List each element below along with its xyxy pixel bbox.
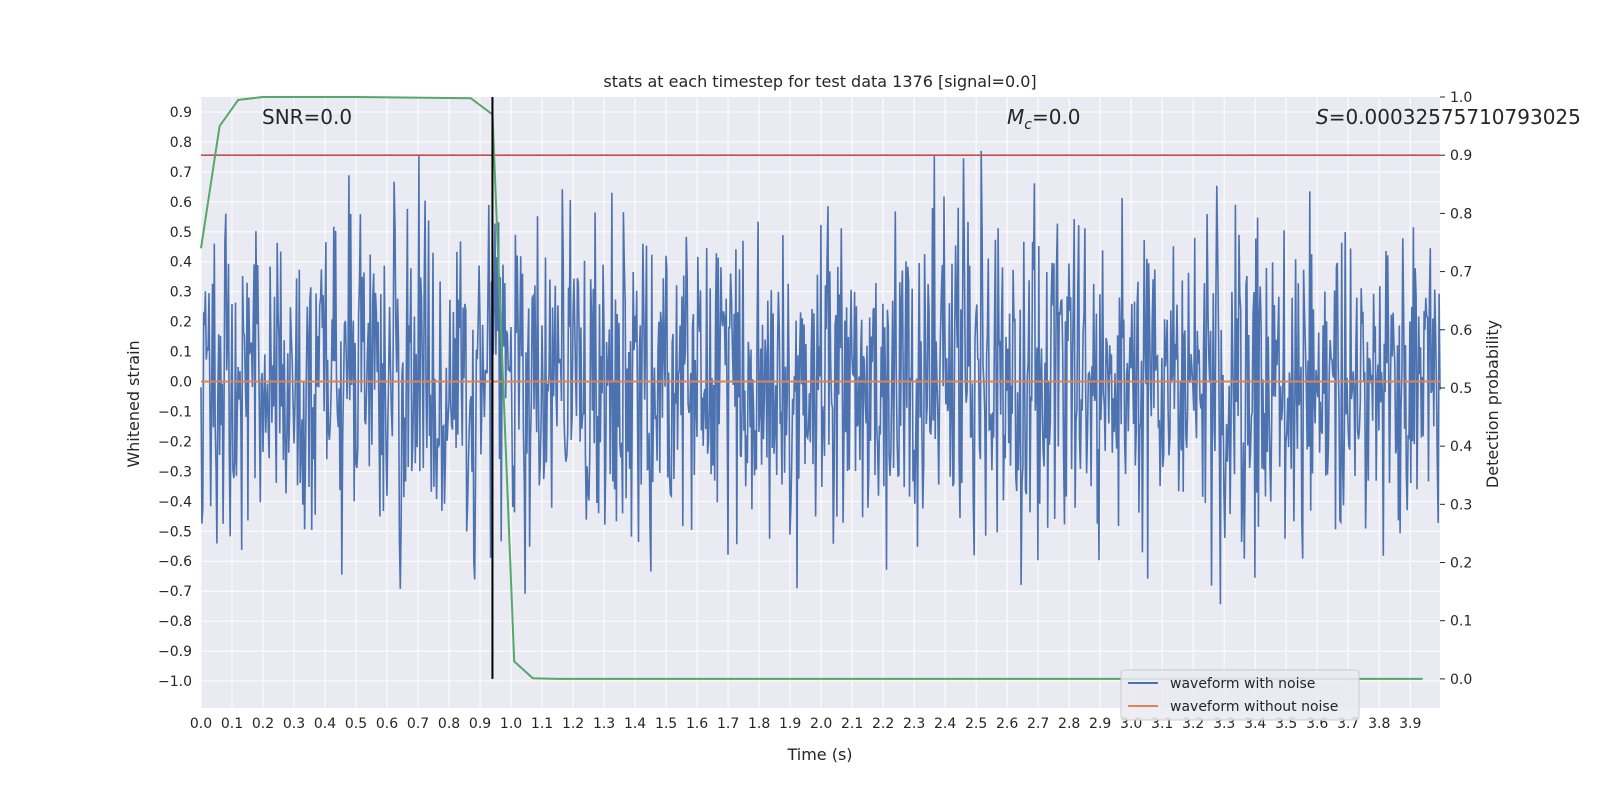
x-tick-label: 0.5 — [345, 716, 367, 732]
y-tick-label: −0.8 — [158, 614, 192, 630]
x-tick-label: 2.7 — [1027, 716, 1049, 732]
mc-value: =0.0 — [1032, 105, 1081, 129]
x-tick-label: 2.6 — [996, 716, 1018, 732]
y-tick-label: 0.8 — [170, 135, 192, 151]
y-tick-label: −0.5 — [158, 524, 192, 540]
x-tick-label: 2.3 — [903, 716, 925, 732]
x-tick-label: 2.8 — [1058, 716, 1080, 732]
y2-tick-label: 0.6 — [1450, 323, 1472, 339]
y-tick-label: 0.5 — [170, 225, 192, 241]
x-tick-label: 1.6 — [686, 716, 708, 732]
y-tick-label: −0.7 — [158, 584, 192, 600]
y2-tick-label: 0.7 — [1450, 265, 1472, 281]
mc-subscript: c — [1024, 117, 1032, 133]
x-tick-label: 1.9 — [779, 716, 801, 732]
series-layer — [200, 96, 1441, 680]
y2-tick-label: 0.9 — [1450, 148, 1472, 164]
legend-label-noise: waveform with noise — [1170, 676, 1315, 692]
y2-tick-label: 0.4 — [1450, 439, 1472, 455]
x-tick-label: 1.3 — [593, 716, 615, 732]
x-tick-label: 1.0 — [500, 716, 522, 732]
s-value: =0.00032575710793025 — [1329, 105, 1581, 129]
y2-tick-label: 0.5 — [1450, 381, 1472, 397]
x-tick-label: 0.2 — [252, 716, 274, 732]
mc-symbol: M — [1007, 105, 1024, 129]
y-tick-label: 0.3 — [170, 285, 192, 301]
x-tick-label: 2.0 — [810, 716, 832, 732]
x-tick-label: 1.1 — [531, 716, 553, 732]
y2-tick-label: 0.2 — [1450, 556, 1472, 572]
mc-annotation: Mc=0.0 — [1007, 105, 1081, 133]
y-tick-label: −0.3 — [158, 464, 192, 480]
y-tick-label: 0.6 — [170, 195, 192, 211]
y-tick-label: 0.4 — [170, 255, 192, 271]
legend-label-clean: waveform without noise — [1170, 699, 1338, 715]
y2-tick-label: 0.0 — [1450, 672, 1472, 688]
x-tick-label: 1.7 — [717, 716, 739, 732]
x-axis-label: Time (s) — [786, 745, 852, 764]
detection-probability-line — [200, 96, 1423, 680]
x-tick-label: 0.4 — [314, 716, 336, 732]
x-tick-label: 2.5 — [965, 716, 987, 732]
x-tick-label: 1.2 — [562, 716, 584, 732]
x-tick-label: 0.7 — [407, 716, 429, 732]
y-tick-label: 0.1 — [170, 345, 192, 361]
y-tick-label: −0.4 — [158, 494, 192, 510]
ticks: 0.0 0.1 0.2 0.3 0.4 0.5 0.6 0.7 0.8 0.9 1.0 1.1 1.2 1… — [158, 90, 1472, 732]
y2-tick-label: 0.8 — [1450, 206, 1472, 222]
x-tick-label: 0.0 — [190, 716, 212, 732]
x-tick-label: 2.9 — [1089, 716, 1111, 732]
y2-tick-label: 1.0 — [1450, 90, 1472, 106]
y-tick-label: −0.2 — [158, 434, 192, 450]
x-tick-label: 0.8 — [438, 716, 460, 732]
y-tick-label: −0.9 — [158, 644, 192, 660]
x-tick-label: 0.9 — [469, 716, 491, 732]
x-tick-label: 3.9 — [1399, 716, 1421, 732]
s-annotation: S=0.00032575710793025 — [1316, 105, 1581, 129]
s-symbol: S — [1316, 105, 1329, 129]
y-tick-label: 0.9 — [170, 105, 192, 121]
x-tick-label: 2.4 — [934, 716, 956, 732]
y2-tick-label: 0.1 — [1450, 614, 1472, 630]
y2-tick-label: 0.3 — [1450, 497, 1472, 513]
x-tick-label: 0.1 — [221, 716, 243, 732]
x-tick-label: 0.3 — [283, 716, 305, 732]
y-tick-label: −1.0 — [158, 674, 192, 690]
x-tick-label: 2.2 — [872, 716, 894, 732]
y-tick-label: −0.6 — [158, 554, 192, 570]
x-tick-label: 0.6 — [376, 716, 398, 732]
x-tick-label: 1.4 — [624, 716, 646, 732]
y-tick-label: 0.7 — [170, 165, 192, 181]
x-tick-label: 2.1 — [841, 716, 863, 732]
x-tick-label: 1.8 — [748, 716, 770, 732]
waveform-with-noise-line — [200, 150, 1441, 605]
snr-annotation: SNR=0.0 — [262, 105, 352, 129]
chart-title: stats at each timestep for test data 137… — [603, 72, 1036, 91]
x-tick-label: 3.8 — [1368, 716, 1390, 732]
y-tick-label: 0.2 — [170, 315, 192, 331]
legend-box — [1120, 669, 1360, 721]
x-tick-label: 1.5 — [655, 716, 677, 732]
y-tick-label: 0.0 — [170, 375, 192, 391]
legend: waveform with noise waveform without noi… — [1120, 669, 1360, 721]
y-tick-label: −0.1 — [158, 404, 192, 420]
y2-axis-label: Detection probability — [1483, 320, 1502, 488]
y-axis-label: Whitened strain — [124, 340, 143, 467]
